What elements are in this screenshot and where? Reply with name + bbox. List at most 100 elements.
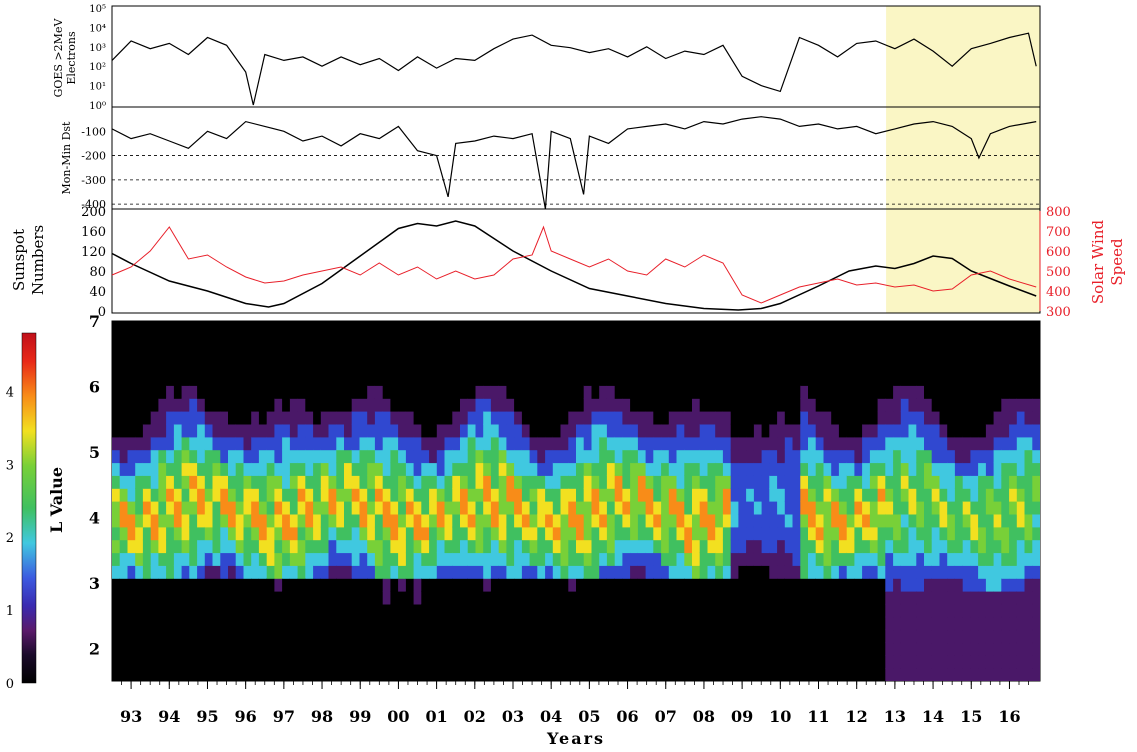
heatmap-cell [661, 398, 670, 412]
heatmap-cell [738, 346, 747, 361]
solarwind-ytick-label: 300 [1046, 305, 1071, 320]
heatmap-cell [862, 539, 871, 554]
heatmap-cell [661, 642, 670, 656]
heatmap-cell [900, 449, 910, 464]
heatmap-cell [390, 501, 399, 515]
heatmap-cell [916, 359, 925, 374]
heatmap-cell [637, 578, 647, 592]
heatmap-cell [699, 411, 708, 425]
heatmap-cell [313, 436, 322, 451]
heatmap-cell [483, 513, 492, 528]
heatmap-cell [862, 552, 871, 566]
heatmap-cell [212, 629, 221, 644]
heatmap-cell [1032, 668, 1040, 681]
heatmap-cell [808, 359, 817, 374]
heatmap-cell [676, 423, 685, 438]
heatmap-cell [452, 526, 461, 541]
heatmap-cell [529, 475, 538, 489]
heatmap-cell [877, 398, 886, 412]
heatmap-cell [738, 513, 747, 528]
heatmap-cell [761, 385, 770, 399]
heatmap-cell [173, 513, 183, 528]
heatmap-cell [336, 629, 345, 644]
heatmap-cell [939, 475, 948, 489]
heatmap-cell [653, 642, 662, 656]
heatmap-cell [823, 603, 832, 618]
heatmap-cell [869, 321, 879, 335]
heatmap-cell [784, 411, 794, 425]
heatmap-cell [661, 346, 670, 361]
heatmap-cell [189, 449, 198, 464]
heatmap-cell [869, 591, 879, 605]
heatmap-cell [591, 411, 600, 425]
heatmap-cell [954, 616, 964, 631]
heatmap-cell [390, 642, 399, 656]
heatmap-cell [800, 642, 809, 656]
heatmap-cell [204, 616, 214, 631]
heatmap-cell [707, 436, 716, 451]
heatmap-cell [746, 603, 755, 618]
heatmap-cell [382, 668, 391, 681]
heatmap-cell [197, 423, 206, 438]
heatmap-cell [142, 385, 152, 399]
heatmap-cell [498, 436, 507, 451]
heatmap-cell [158, 526, 167, 541]
heatmap-cell [692, 385, 701, 399]
heatmap-cell [885, 513, 894, 528]
heatmap-cell [900, 578, 910, 592]
heatmap-cell [753, 591, 763, 605]
heatmap-cell [730, 591, 739, 605]
heatmap-cell [197, 655, 206, 669]
heatmap-cell [916, 603, 925, 618]
heatmap-cell [390, 423, 399, 438]
heatmap-cell [947, 552, 956, 566]
heatmap-cell [993, 513, 1002, 528]
heatmap-cell [792, 346, 801, 361]
heatmap-cell [862, 398, 871, 412]
heatmap-cell [970, 565, 979, 579]
heatmap-cell [490, 411, 500, 425]
heatmap-cell [815, 475, 824, 489]
heatmap-cell [552, 513, 562, 528]
heatmap-cell [258, 655, 268, 669]
heatmap-cell [359, 475, 368, 489]
heatmap-cell [490, 346, 500, 361]
sunspot-ylabel-line2: Numbers [29, 225, 47, 295]
heatmap-cell [135, 668, 144, 681]
heatmap-cell [460, 539, 469, 554]
heatmap-cell [614, 346, 623, 361]
heatmap-cell [135, 591, 144, 605]
heatmap-cell [521, 668, 531, 681]
heatmap-cell [344, 591, 353, 605]
heatmap-cell [521, 411, 531, 425]
heatmap-cell [274, 501, 283, 515]
heatmap-cell [521, 565, 531, 579]
heatmap-cell [869, 629, 879, 644]
heatmap-cell [630, 385, 639, 399]
heatmap-cell [722, 501, 732, 515]
heatmap-cell [815, 655, 824, 669]
heatmap-cell [390, 436, 399, 451]
heatmap-cell [699, 552, 708, 566]
heatmap-cell [808, 629, 817, 644]
heatmap-cell [405, 655, 415, 669]
heatmap-cell [1001, 321, 1010, 335]
heatmap-cell [421, 321, 430, 335]
heatmap-cell [846, 616, 855, 631]
heatmap-cell [908, 655, 917, 669]
heatmap-cell [336, 603, 345, 618]
heatmap-cell [1024, 423, 1033, 438]
heatmap-cell [1016, 372, 1026, 386]
heatmap-cell [1016, 501, 1026, 515]
heatmap-cell [274, 513, 283, 528]
heatmap-cell [444, 552, 453, 566]
heatmap-cell [258, 539, 268, 554]
heatmap-cell [692, 565, 701, 579]
heatmap-xtick-label: 95 [196, 707, 218, 726]
heatmap-cell [924, 513, 933, 528]
heatmap-cell [761, 359, 770, 374]
heatmap-cell [135, 346, 144, 361]
heatmap-cell [413, 359, 422, 374]
heatmap-cell [127, 488, 136, 502]
heatmap-cell [630, 411, 639, 425]
